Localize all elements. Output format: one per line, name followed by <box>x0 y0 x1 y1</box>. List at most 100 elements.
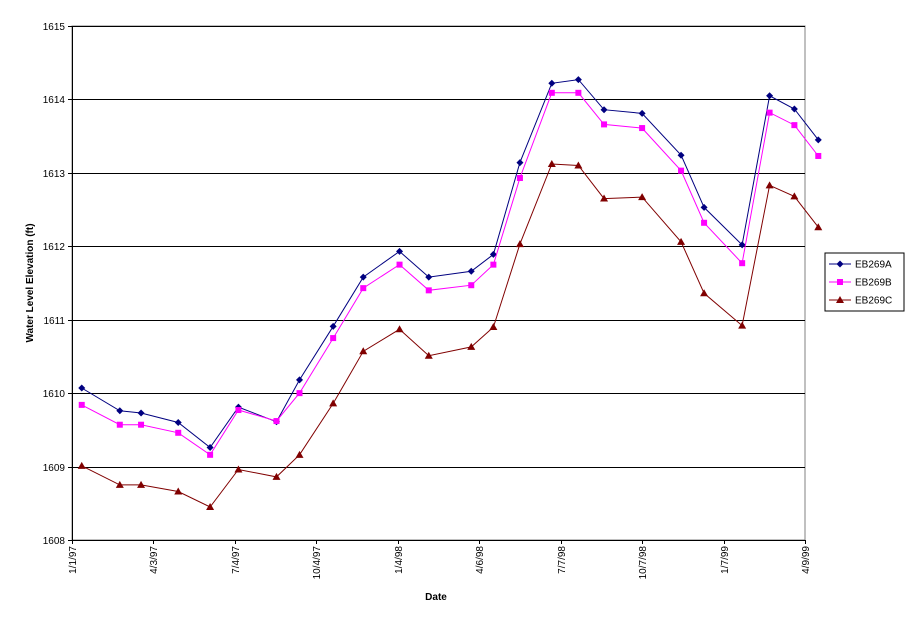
x-tick-label: 1/7/99 <box>720 546 731 574</box>
data-point <box>78 384 86 392</box>
legend-item-eb269a: EB269A <box>829 260 892 271</box>
data-point <box>329 399 338 407</box>
data-point <box>468 282 475 289</box>
data-point <box>548 89 555 96</box>
data-point <box>601 121 608 128</box>
data-point <box>137 409 145 417</box>
data-point <box>547 160 556 168</box>
data-point <box>701 219 708 226</box>
data-point <box>77 461 86 469</box>
data-point <box>766 92 774 100</box>
y-tick-label: 1610 <box>43 389 66 400</box>
data-point <box>677 151 685 159</box>
data-point <box>490 261 497 268</box>
data-point <box>765 181 774 189</box>
data-point <box>700 203 708 211</box>
data-point <box>814 136 822 144</box>
data-point <box>359 347 368 355</box>
data-point <box>425 273 433 281</box>
data-point <box>396 261 403 268</box>
legend-marker <box>836 260 844 268</box>
data-point <box>424 351 433 359</box>
data-point <box>467 267 475 275</box>
y-tick-label: 1615 <box>43 22 66 33</box>
data-point <box>814 223 823 231</box>
x-tick-label: 4/6/98 <box>475 546 486 574</box>
data-point <box>790 192 799 200</box>
data-point <box>235 407 242 414</box>
data-point <box>678 167 685 174</box>
series-eb269b <box>78 89 822 458</box>
legend-marker <box>837 279 843 285</box>
y-tick-label: 1608 <box>43 536 66 547</box>
data-point <box>360 285 367 292</box>
data-point <box>296 390 303 397</box>
data-point <box>234 465 243 473</box>
legend-label: EB269B <box>855 278 892 289</box>
data-point <box>272 472 281 480</box>
data-point <box>329 322 337 330</box>
legend: EB269A EB269B EB269C <box>824 252 905 312</box>
data-point <box>116 407 124 415</box>
data-point <box>78 401 85 408</box>
x-axis-title: Date <box>425 592 447 603</box>
data-point <box>138 421 145 428</box>
data-point <box>207 451 214 458</box>
series-eb269c <box>77 160 823 510</box>
data-point <box>359 273 367 281</box>
data-point <box>425 287 432 294</box>
data-point <box>489 250 497 258</box>
data-point <box>206 443 214 451</box>
data-point <box>638 193 647 201</box>
data-point <box>738 321 747 329</box>
data-point <box>515 240 524 248</box>
data-point <box>574 76 582 84</box>
data-point <box>516 159 524 167</box>
data-point <box>137 480 146 488</box>
legend-label: EB269A <box>855 260 892 271</box>
gridlines <box>72 26 805 468</box>
series-group <box>77 76 823 510</box>
data-point <box>489 323 498 331</box>
y-tick-label: 1613 <box>43 169 66 180</box>
data-point <box>574 161 583 169</box>
plot-area <box>71 25 806 541</box>
y-tick-label: 1611 <box>43 316 65 327</box>
data-point <box>600 106 608 114</box>
y-tick-label: 1609 <box>43 463 66 474</box>
axes <box>68 26 806 544</box>
legend-marker <box>836 296 844 303</box>
x-tick-label: 1/1/97 <box>68 546 79 574</box>
data-point <box>677 237 686 245</box>
x-tick-label: 10/7/98 <box>638 546 649 580</box>
data-point <box>766 109 773 116</box>
x-tick-label: 7/7/98 <box>557 546 568 574</box>
data-point <box>115 480 124 488</box>
data-point <box>206 502 215 510</box>
y-tick-label: 1614 <box>43 95 66 106</box>
legend-label: EB269C <box>855 296 892 307</box>
data-point <box>600 194 609 202</box>
x-tick-label: 1/4/98 <box>394 546 405 574</box>
data-point <box>700 289 709 297</box>
data-point <box>396 247 404 255</box>
data-point <box>174 487 183 495</box>
data-point <box>516 174 523 181</box>
data-point <box>295 450 304 458</box>
legend-item-eb269c: EB269C <box>829 296 892 307</box>
data-point <box>467 342 476 350</box>
x-tick-label: 7/4/97 <box>231 546 242 574</box>
data-point <box>395 325 404 333</box>
data-point <box>273 418 280 425</box>
data-point <box>739 260 746 267</box>
data-point <box>791 122 798 129</box>
data-point <box>815 152 822 159</box>
data-point <box>548 79 556 87</box>
data-point <box>790 105 798 113</box>
data-point <box>738 241 746 249</box>
data-point <box>174 419 182 427</box>
y-tick-label: 1612 <box>43 242 66 253</box>
x-tick-label: 4/3/97 <box>149 546 160 574</box>
